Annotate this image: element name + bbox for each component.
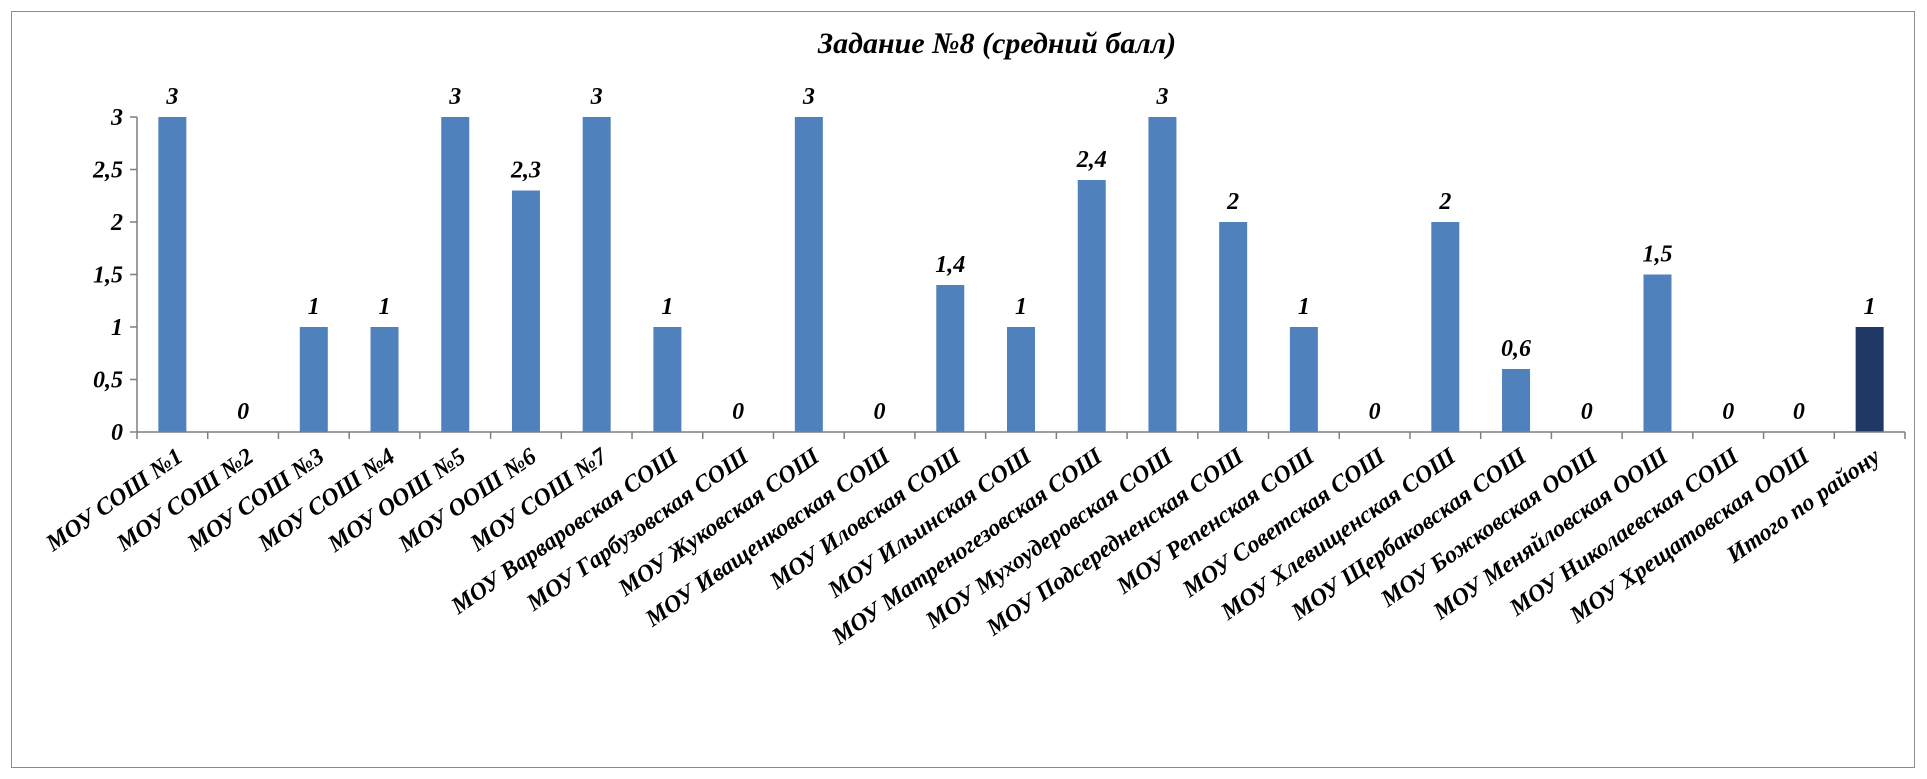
bars bbox=[158, 117, 1884, 432]
y-axis: 0 0,5 1 1,5 2 2,5 3 bbox=[92, 105, 138, 446]
data-label: 1 bbox=[661, 294, 673, 320]
bar bbox=[1007, 327, 1035, 432]
chart-title: Задание №8 (средний балл) bbox=[817, 27, 1176, 60]
data-label: 0 bbox=[237, 399, 249, 425]
data-label: 2 bbox=[1226, 189, 1239, 215]
y-tick-label: 0,5 bbox=[93, 368, 123, 394]
bar bbox=[582, 117, 611, 432]
data-label: 3 bbox=[802, 84, 815, 110]
data-label: 0 bbox=[874, 399, 886, 425]
bar bbox=[936, 285, 965, 432]
y-tick-label: 2,5 bbox=[92, 158, 123, 184]
y-tick-label: 2 bbox=[110, 210, 123, 236]
bar bbox=[794, 117, 823, 432]
data-label: 1 bbox=[1298, 294, 1310, 320]
data-label: 0 bbox=[1793, 399, 1805, 425]
bar bbox=[1855, 327, 1884, 432]
data-label: 3 bbox=[165, 84, 178, 110]
data-label: 1 bbox=[308, 294, 320, 320]
y-tick-label: 1,5 bbox=[93, 263, 123, 289]
data-label: 1 bbox=[379, 294, 391, 320]
data-label: 1,4 bbox=[935, 252, 965, 278]
data-label: 1 bbox=[1864, 294, 1876, 320]
bar bbox=[299, 327, 328, 432]
bar bbox=[1431, 222, 1460, 432]
data-labels: 3 0 1 1 3 2,3 3 1 0 3 0 1,4 1 2,4 3 2 1 0 2 0,6 0 1,5 0 0 1 bbox=[165, 84, 1875, 425]
data-label: 3 bbox=[1155, 84, 1168, 110]
data-label: 1 bbox=[1015, 294, 1027, 320]
data-label: 1,5 bbox=[1642, 242, 1672, 268]
data-label: 2,4 bbox=[1076, 147, 1107, 173]
data-label: 0 bbox=[1722, 399, 1734, 425]
data-label: 3 bbox=[448, 84, 461, 110]
bar bbox=[511, 190, 540, 432]
bar bbox=[653, 327, 682, 432]
bar bbox=[1077, 180, 1106, 432]
chart-frame: Задание №8 (средний балл) 0 0,5 1 1,5 2 2,5 3 … bbox=[11, 11, 1915, 768]
data-label: 0 bbox=[732, 399, 744, 425]
data-label: 2,3 bbox=[510, 158, 541, 184]
bar bbox=[1502, 369, 1531, 432]
y-tick-label: 1 bbox=[111, 315, 123, 341]
data-label: 0 bbox=[1581, 399, 1593, 425]
bar bbox=[441, 117, 470, 432]
bar bbox=[370, 327, 399, 432]
bar bbox=[1148, 117, 1177, 432]
data-label: 3 bbox=[590, 84, 603, 110]
chart-svg: Задание №8 (средний балл) 0 0,5 1 1,5 2 2,5 3 … bbox=[41, 27, 1906, 651]
y-tick-label: 0 bbox=[111, 420, 123, 446]
bar bbox=[1289, 327, 1318, 432]
data-label: 0 bbox=[1369, 399, 1381, 425]
bar bbox=[1643, 274, 1672, 432]
data-label: 2 bbox=[1438, 189, 1451, 215]
bar bbox=[1219, 222, 1248, 432]
bar bbox=[158, 117, 187, 432]
data-label: 0,6 bbox=[1501, 336, 1531, 362]
y-tick-label: 3 bbox=[110, 105, 123, 131]
